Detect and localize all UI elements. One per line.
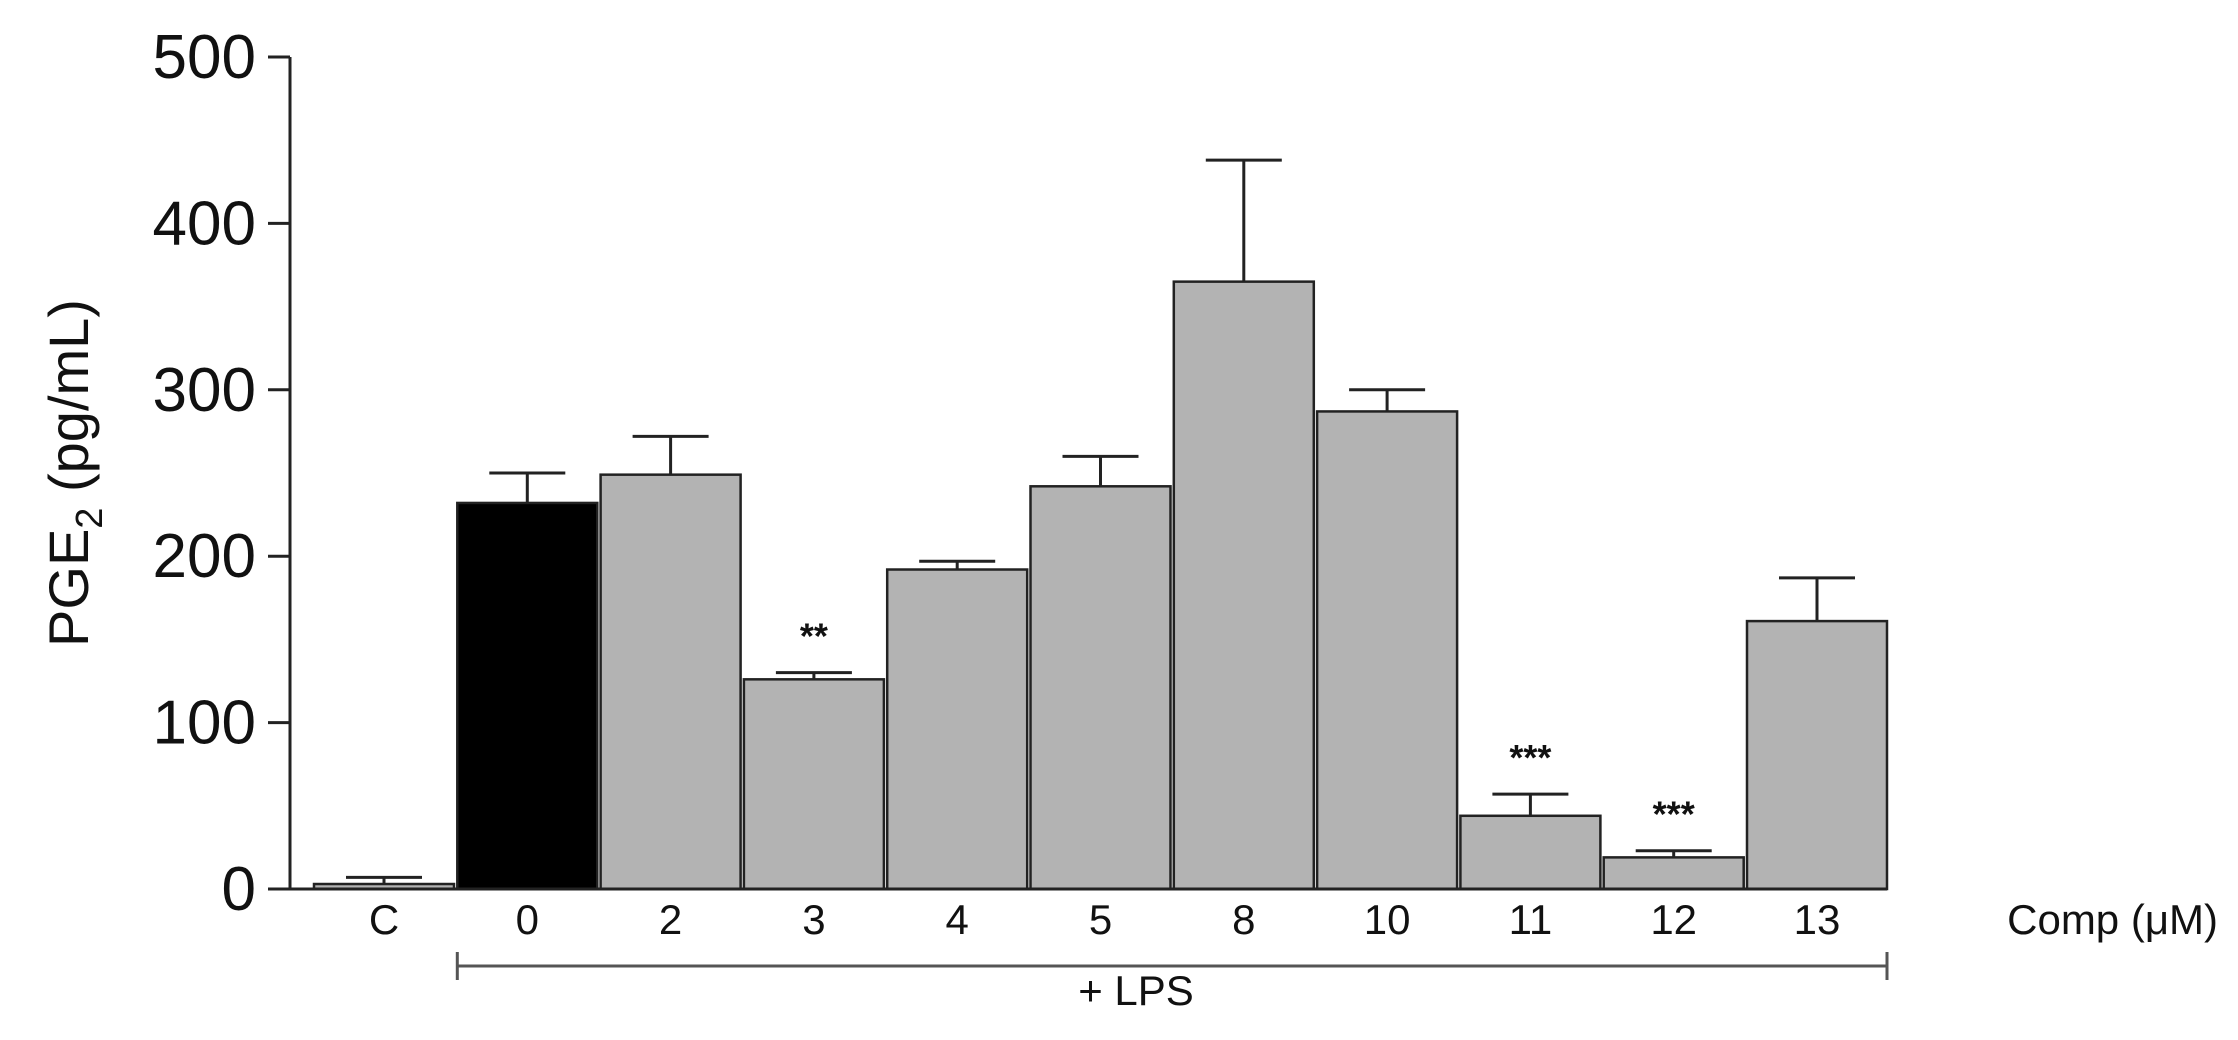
bar-10 [1315, 410, 1459, 891]
x-tick-label-12: 12 [1650, 896, 1697, 943]
bar-3 [742, 678, 886, 891]
x-tick-label-C: C [369, 896, 399, 943]
x-axis-label: Comp (μM) [2007, 896, 2218, 943]
y-axis: 0 100 200 300 400 500 [153, 23, 292, 924]
x-tick-label-0: 0 [516, 896, 539, 943]
y-axis-label-main: PGE [37, 529, 100, 647]
bar-13 [1745, 619, 1889, 891]
annotations-layer: ******** [455, 616, 1889, 980]
y-tick-label: 0 [222, 855, 256, 924]
group-label: + LPS [1078, 967, 1194, 1014]
significance-marker-12: *** [1653, 794, 1695, 835]
y-tick-label: 400 [153, 189, 256, 258]
bar-12 [1602, 856, 1745, 891]
y-axis-label-subscript: 2 [69, 508, 111, 529]
x-tick-label-4: 4 [946, 896, 969, 943]
bar-0 [456, 501, 599, 891]
bar-4 [885, 568, 1029, 891]
bar-2 [599, 473, 742, 891]
x-tick-label-13: 13 [1794, 896, 1841, 943]
x-tick-label-3: 3 [802, 896, 825, 943]
y-axis-label-unit: (pg/mL) [37, 299, 100, 508]
bars-layer [312, 158, 1889, 891]
significance-marker-3: ** [800, 616, 828, 657]
x-tick-label-2: 2 [659, 896, 682, 943]
bar-5 [1029, 485, 1172, 891]
bar-8 [1172, 280, 1316, 891]
significance-marker-11: *** [1509, 737, 1551, 778]
x-axis: C 0 2 3 4 5 8 10 11 12 13 [290, 887, 1887, 943]
x-tick-label-5: 5 [1089, 896, 1112, 943]
y-tick-label: 300 [153, 356, 256, 425]
bar-11 [1459, 814, 1602, 891]
y-tick-label: 100 [153, 689, 256, 758]
x-tick-label-10: 10 [1364, 896, 1411, 943]
y-tick-label: 500 [153, 23, 256, 92]
x-tick-label-8: 8 [1232, 896, 1255, 943]
y-axis-label: PGE2 (pg/mL) [37, 299, 111, 647]
y-tick-label: 200 [153, 522, 256, 591]
x-tick-label-11: 11 [1509, 896, 1553, 943]
